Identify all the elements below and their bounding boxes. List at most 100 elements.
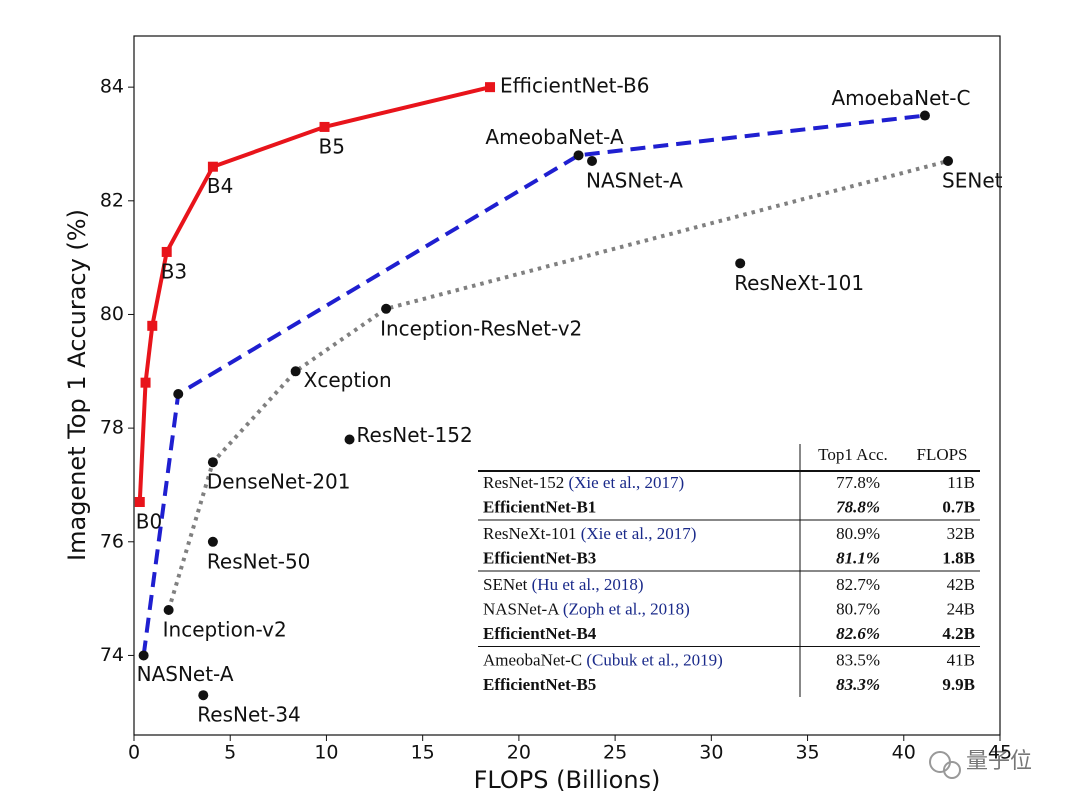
table-flops: 41B (947, 650, 975, 669)
table-acc: 83.5% (836, 650, 880, 669)
marker (140, 377, 151, 388)
y-tick-label: 78 (100, 417, 124, 439)
table-model: SENet (Hu et al., 2018) (483, 575, 644, 594)
table-model: EfficientNet-B4 (483, 624, 597, 643)
marker (207, 536, 218, 547)
table-header: FLOPS (916, 445, 967, 464)
x-tick-label: 10 (314, 742, 338, 764)
table-model-name: EfficientNet-B1 (483, 497, 596, 516)
table-model: EfficientNet-B5 (483, 675, 596, 694)
table-bg (478, 442, 980, 698)
x-tick-label: 20 (507, 742, 531, 764)
table-flops: 9.9B (942, 675, 975, 694)
y-tick-label: 76 (100, 530, 124, 552)
point-label: Inception-ResNet-v2 (380, 316, 582, 340)
y-tick-label: 84 (100, 76, 124, 98)
point-label: Xception (304, 368, 392, 392)
y-tick-label: 82 (100, 189, 124, 211)
y-tick-label: 74 (100, 644, 124, 666)
table-model-name: EfficientNet-B4 (483, 624, 597, 643)
marker (138, 650, 149, 661)
marker (485, 82, 496, 93)
x-axis-label: FLOPS (Billions) (474, 766, 661, 794)
point-label: ResNet-34 (197, 703, 301, 727)
marker (943, 156, 954, 167)
table-acc: 82.6% (836, 624, 880, 643)
table-model-name: AmeobaNet-C (483, 650, 582, 669)
marker (173, 389, 184, 400)
point-label: B0 (136, 510, 162, 534)
marker (319, 121, 330, 132)
table-acc: 77.8% (836, 473, 880, 492)
marker (587, 156, 598, 167)
table-acc: 82.7% (836, 575, 880, 594)
table-model: ResNet-152 (Xie et al., 2017) (483, 473, 684, 492)
series-line (141, 113, 926, 656)
table: Top1 Acc. FLOPS ResNet-152 (Xie et al., 20… (478, 442, 980, 698)
plot-frame (133, 35, 1001, 736)
table-model: EfficientNet-B1 (483, 497, 596, 516)
table-citation: (Cubuk et al., 2019) (586, 650, 722, 669)
table-flops: 1.8B (942, 548, 975, 567)
table-model: AmeobaNet-C (Cubuk et al., 2019) (483, 650, 723, 669)
marker (163, 604, 174, 615)
point-label: AmoebaNet-C (831, 86, 970, 110)
x-tick-label: 35 (795, 742, 819, 764)
x-tick-label: 5 (224, 742, 236, 764)
table-flops: 4.2B (942, 624, 975, 643)
table-model: NASNet-A (Zoph et al., 2018) (483, 599, 690, 618)
table-citation: (Xie et al., 2017) (581, 524, 697, 543)
table-header: Top1 Acc. (818, 445, 888, 464)
point-label: ResNet-50 (207, 549, 311, 573)
table-model-name: ResNet-152 (483, 473, 564, 492)
marker (290, 366, 301, 377)
point-label: ResNeXt-101 (734, 271, 864, 295)
point-label: B5 (319, 134, 345, 158)
marker (344, 434, 355, 445)
table-model-name: EfficientNet-B3 (483, 548, 596, 567)
watermark-text: 量子位 (966, 749, 1032, 774)
table-citation: (Zoph et al., 2018) (563, 599, 690, 618)
point-label: B3 (161, 259, 187, 283)
watermark-icon (929, 751, 951, 773)
point-label: SENet (942, 169, 1003, 193)
table-acc: 81.1% (836, 548, 880, 567)
point-label: AmeobaNet-A (485, 125, 624, 149)
marker (147, 320, 158, 331)
table-flops: 32B (947, 524, 975, 543)
x-tick-label: 0 (128, 742, 140, 764)
table-acc: 78.8% (836, 497, 880, 516)
point-label: NASNet-A (137, 662, 234, 686)
marker (198, 690, 209, 701)
series-line (166, 159, 949, 611)
table-model-name: NASNet-A (483, 599, 560, 618)
table-flops: 11B (947, 473, 975, 492)
table-acc: 83.3% (836, 675, 880, 694)
marker (134, 497, 145, 507)
marker (919, 110, 930, 121)
table-model: EfficientNet-B3 (483, 548, 596, 567)
x-tick-label: 40 (892, 742, 916, 764)
table-acc: 80.9% (836, 524, 880, 543)
point-label: NASNet-A (586, 169, 683, 193)
table-model: ResNeXt-101 (Xie et al., 2017) (483, 524, 696, 543)
table-citation: (Xie et al., 2017) (568, 473, 684, 492)
table-model-name: ResNeXt-101 (483, 524, 576, 543)
y-axis-label: Imagenet Top 1 Accuracy (%) (63, 209, 91, 561)
table-flops: 42B (947, 575, 975, 594)
point-label: B4 (207, 174, 233, 198)
y-tick-label: 80 (100, 303, 124, 325)
marker (381, 303, 392, 314)
point-label: Inception-v2 (163, 617, 287, 641)
table-flops: 0.7B (942, 497, 975, 516)
table-citation: (Hu et al., 2018) (532, 575, 644, 594)
watermark: 量子位 (929, 749, 1032, 779)
x-tick-label: 30 (699, 742, 723, 764)
marker (207, 161, 218, 172)
marker (573, 150, 584, 161)
point-label: DenseNet-201 (207, 470, 351, 494)
x-tick-label: 25 (603, 742, 627, 764)
table-flops: 24B (947, 599, 975, 618)
table-model-name: EfficientNet-B5 (483, 675, 596, 694)
